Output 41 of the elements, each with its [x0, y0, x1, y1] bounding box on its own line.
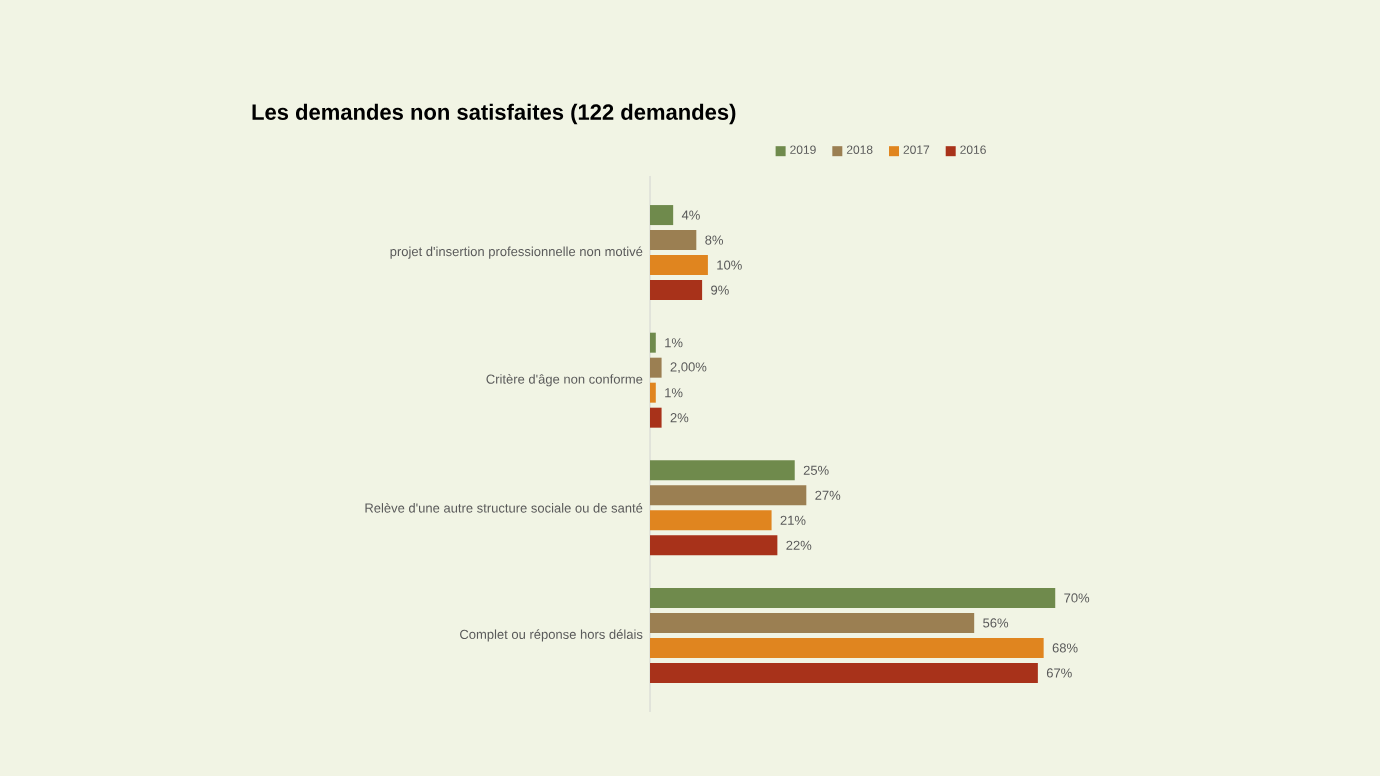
bar [650, 535, 778, 556]
y-tick-label: Critère d'âge non conforme [486, 374, 643, 387]
bar [650, 612, 975, 633]
bar [650, 230, 697, 251]
bar [650, 280, 703, 301]
data-label: 10% [717, 260, 742, 270]
data-label: 56% [983, 618, 1009, 628]
y-tick-label: Relève d'une autre structure sociale ou de santé [365, 502, 643, 513]
legend-label: 2019 [790, 145, 816, 154]
data-label: 8% [705, 235, 724, 245]
chart-title: Les demandes non satisfaites (122 demandes) [252, 103, 736, 125]
bar [650, 205, 674, 226]
bar [650, 510, 772, 531]
bar [650, 332, 656, 353]
bar [650, 587, 1056, 608]
data-label: 4% [681, 210, 700, 220]
data-label: 67% [1046, 668, 1072, 678]
bar [650, 382, 656, 403]
bar [650, 460, 795, 481]
bar [650, 407, 662, 428]
data-label: 1% [665, 388, 683, 398]
bar [650, 485, 807, 506]
bar [650, 255, 708, 276]
data-label: 25% [803, 465, 829, 475]
data-label: 2% [670, 413, 689, 423]
y-tick-label: Complet ou réponse hors délais [460, 629, 643, 642]
data-label: 70% [1064, 593, 1090, 603]
legend-label: 2017 [903, 145, 930, 154]
data-label: 9% [711, 285, 729, 295]
data-label: 27% [815, 490, 841, 500]
bar [650, 637, 1044, 658]
data-label: 21% [780, 515, 806, 525]
y-tick-label: projet d'insertion professionnelle non motivé [390, 246, 643, 259]
data-label: 22% [786, 540, 812, 550]
bar [650, 662, 1038, 683]
data-label: 68% [1052, 643, 1078, 653]
legend-label: 2018 [846, 145, 873, 154]
bar [650, 357, 662, 378]
legend-label: 2016 [960, 145, 986, 154]
data-label: 1% [665, 338, 683, 348]
data-label: 2,00% [670, 362, 707, 374]
